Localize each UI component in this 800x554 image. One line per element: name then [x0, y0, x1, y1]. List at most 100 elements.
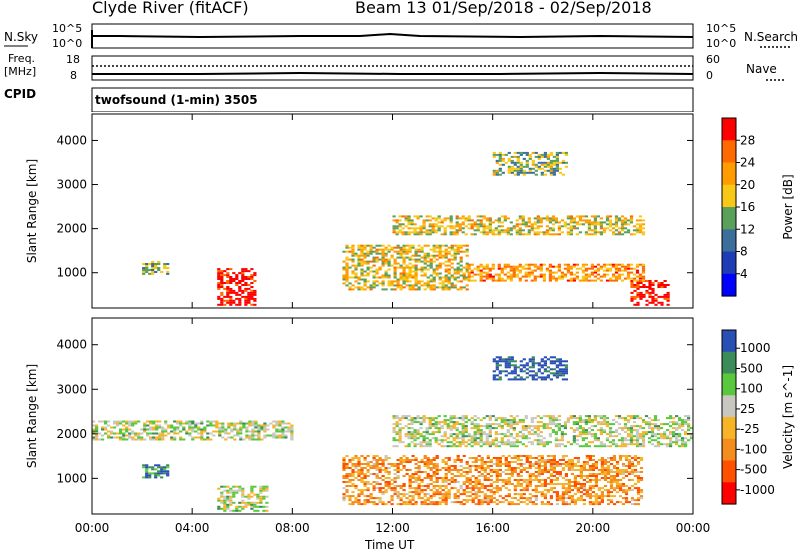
echo-cell: [444, 469, 448, 471]
echo-cell: [596, 215, 600, 218]
echo-cell: [450, 477, 454, 479]
echo-cell: [525, 485, 529, 487]
echo-cell: [482, 431, 486, 434]
echo-cell: [372, 473, 376, 475]
echo-cell: [531, 473, 535, 475]
echo-cell: [653, 445, 658, 448]
echo-cell: [555, 157, 559, 160]
echo-cell: [639, 295, 643, 298]
echo-cell: [590, 441, 594, 444]
echo-cell: [437, 423, 441, 426]
echo-cell: [369, 495, 373, 498]
echo-cell: [563, 425, 567, 428]
echo-cell: [413, 229, 417, 232]
echo-cell: [250, 274, 254, 277]
echo-cell: [227, 426, 231, 429]
echo-cell: [474, 481, 478, 483]
echo-cell: [518, 279, 522, 282]
echo-cell: [633, 455, 638, 457]
echo-cell: [432, 260, 436, 263]
echo-cell: [594, 473, 598, 475]
echo-cell: [95, 430, 99, 433]
echo-cell: [230, 430, 234, 433]
echo-cell: [546, 163, 550, 166]
echo-cell: [617, 423, 622, 426]
echo-cell: [232, 291, 236, 294]
echo-cell: [342, 260, 346, 263]
echo-cell: [495, 481, 499, 483]
echo-cell: [229, 282, 233, 284]
echo-cell: [575, 271, 579, 274]
echo-cell: [235, 509, 239, 512]
echo-cell: [536, 427, 540, 430]
echo-cell: [404, 435, 408, 438]
echo-cell: [509, 227, 513, 230]
echo-cell: [435, 481, 439, 483]
echo-cell: [480, 483, 484, 485]
echo-cell: [624, 497, 629, 500]
echo-cell: [408, 483, 412, 485]
echo-cell: [524, 233, 528, 236]
echo-cell: [476, 269, 480, 272]
echo-cell: [537, 161, 541, 164]
echo-cell: [402, 493, 406, 496]
echo-cell: [408, 485, 412, 487]
echo-cell: [176, 420, 180, 423]
echo-cell: [506, 265, 510, 268]
echo-cell: [378, 489, 382, 492]
echo-cell: [624, 465, 629, 467]
echo-cell: [235, 507, 239, 510]
echo-cell: [560, 275, 564, 278]
echo-cell: [223, 287, 227, 290]
echo-cell: [428, 433, 432, 436]
echo-cell: [647, 441, 652, 444]
echo-cell: [554, 423, 558, 426]
echo-cell: [450, 276, 454, 279]
echo-cell: [587, 445, 591, 448]
echo-cell: [396, 475, 400, 477]
echo-cell: [485, 233, 489, 236]
echo-cell: [515, 267, 519, 270]
echo-cell: [393, 270, 397, 273]
echo-cell: [278, 420, 282, 423]
colorbar-segment: [722, 373, 736, 396]
echo-cell: [632, 279, 637, 282]
echo-cell: [485, 271, 489, 274]
echo-cell: [452, 421, 456, 424]
echo-cell: [351, 252, 355, 255]
echo-cell: [521, 221, 525, 224]
echo-cell: [626, 427, 631, 430]
echo-cell: [420, 284, 424, 287]
echo-cell: [399, 246, 403, 249]
echo-cell: [542, 275, 546, 278]
echo-cell: [345, 280, 349, 283]
echo-cell: [495, 459, 499, 461]
echo-cell: [542, 263, 546, 266]
echo-cell: [375, 481, 379, 483]
echo-cell: [590, 263, 594, 266]
echo-cell: [543, 368, 547, 371]
echo-cell: [384, 262, 388, 265]
echo-cell: [608, 431, 613, 434]
echo-cell: [425, 215, 429, 218]
echo-cell: [639, 293, 643, 296]
echo-cell: [465, 495, 469, 498]
echo-cell: [345, 489, 349, 492]
echo-cell: [608, 277, 613, 280]
echo-cell: [405, 266, 409, 269]
echo-cell: [554, 233, 558, 236]
echo-cell: [500, 279, 504, 282]
echo-cell: [480, 487, 484, 490]
echo-cell: [675, 443, 679, 446]
echo-cell: [241, 274, 245, 277]
echo-cell: [363, 495, 367, 498]
echo-cell: [635, 429, 640, 432]
echo-cell: [471, 481, 475, 483]
echo-cell: [566, 217, 570, 220]
echo-cell: [524, 445, 528, 448]
echo-cell: [447, 497, 451, 500]
echo-cell: [575, 443, 579, 446]
echo-cell: [623, 219, 628, 222]
echo-cell: [263, 422, 267, 425]
echo-cell: [245, 422, 249, 425]
